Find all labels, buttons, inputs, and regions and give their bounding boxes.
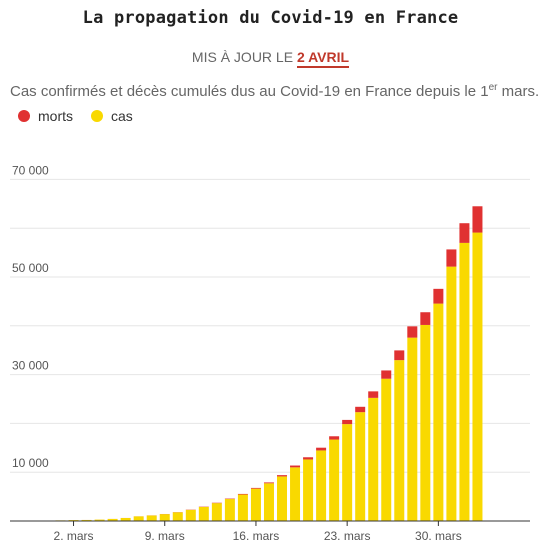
bar-morts — [459, 223, 470, 243]
bar-morts — [237, 493, 248, 495]
update-prefix: MIS À JOUR LE — [191, 49, 294, 65]
y-tick-label: 10 000 — [12, 456, 49, 470]
x-tick-label: 30. mars — [415, 529, 462, 543]
bar-morts — [263, 482, 274, 484]
bar-morts — [381, 370, 392, 379]
legend-swatch-cas — [91, 110, 103, 122]
bar-cas — [394, 360, 405, 521]
bar-morts — [368, 391, 379, 398]
legend-swatch-morts — [18, 110, 30, 122]
bar-morts — [316, 447, 327, 451]
subtitle-superscript: er — [488, 82, 498, 93]
bar-cas — [159, 514, 170, 521]
bar-cas — [172, 512, 183, 521]
bar-cas — [81, 519, 92, 521]
x-tick-label: 23. mars — [324, 529, 371, 543]
bar-cas — [472, 232, 483, 521]
bar-cas — [368, 397, 379, 521]
bar-morts — [407, 326, 418, 338]
chart-subtitle: Cas confirmés et décès cumulés dus au Co… — [10, 82, 539, 100]
bar-cas — [303, 459, 314, 521]
bar-morts — [290, 465, 301, 468]
bar-morts — [250, 487, 261, 489]
chart-legend: morts cas — [18, 108, 151, 124]
bar-cas — [342, 424, 353, 521]
bar-cas — [459, 242, 470, 521]
bar-cas — [263, 483, 274, 521]
bar-cas — [133, 516, 144, 521]
update-date-link[interactable]: 2 AVRIL — [296, 49, 350, 68]
bar-morts — [420, 312, 431, 325]
bar-morts — [342, 419, 353, 425]
bar-cas — [120, 518, 131, 521]
bar-cas — [211, 503, 222, 521]
bar-morts — [329, 436, 340, 440]
legend-label-morts: morts — [38, 108, 73, 124]
bar-cas — [381, 378, 392, 521]
bar-morts — [303, 457, 314, 460]
bar-morts — [277, 475, 288, 477]
bar-cas — [407, 337, 418, 521]
x-tick-label: 2. mars — [54, 529, 94, 543]
bar-morts — [446, 249, 457, 267]
x-tick-label: 16. mars — [233, 529, 280, 543]
bar-cas — [329, 439, 340, 521]
bar-morts — [355, 406, 366, 413]
bar-morts — [433, 288, 444, 304]
chart-title: La propagation du Covid-19 en France — [82, 8, 459, 28]
legend-label-cas: cas — [111, 108, 133, 124]
bar-cas — [316, 450, 327, 521]
y-tick-label: 70 000 — [12, 163, 49, 177]
update-line: MIS À JOUR LE 2 AVRIL — [0, 49, 541, 68]
bar-morts — [472, 206, 483, 233]
bar-cas — [237, 494, 248, 521]
bar-cas — [277, 476, 288, 521]
legend-item-morts[interactable]: morts — [18, 108, 73, 124]
bar-cas — [94, 519, 105, 521]
bar-morts — [394, 350, 405, 361]
bar-cas — [185, 509, 196, 521]
bar-cas — [107, 518, 118, 521]
bar-cas — [446, 266, 457, 521]
legend-item-cas[interactable]: cas — [91, 108, 133, 124]
bar-cas — [433, 303, 444, 521]
x-tick-label: 9. mars — [145, 529, 185, 543]
bar-cas — [420, 324, 431, 521]
bar-cas — [224, 499, 235, 521]
y-tick-label: 30 000 — [12, 359, 49, 373]
bar-cas — [146, 515, 157, 521]
subtitle-text: Cas confirmés et décès cumulés dus au Co… — [10, 83, 489, 100]
bar-cas — [290, 467, 301, 521]
subtitle-end: mars. — [497, 83, 540, 100]
y-tick-label: 50 000 — [12, 261, 49, 275]
bar-cas — [355, 412, 366, 521]
bar-cas — [250, 488, 261, 521]
bar-cas — [198, 506, 209, 521]
